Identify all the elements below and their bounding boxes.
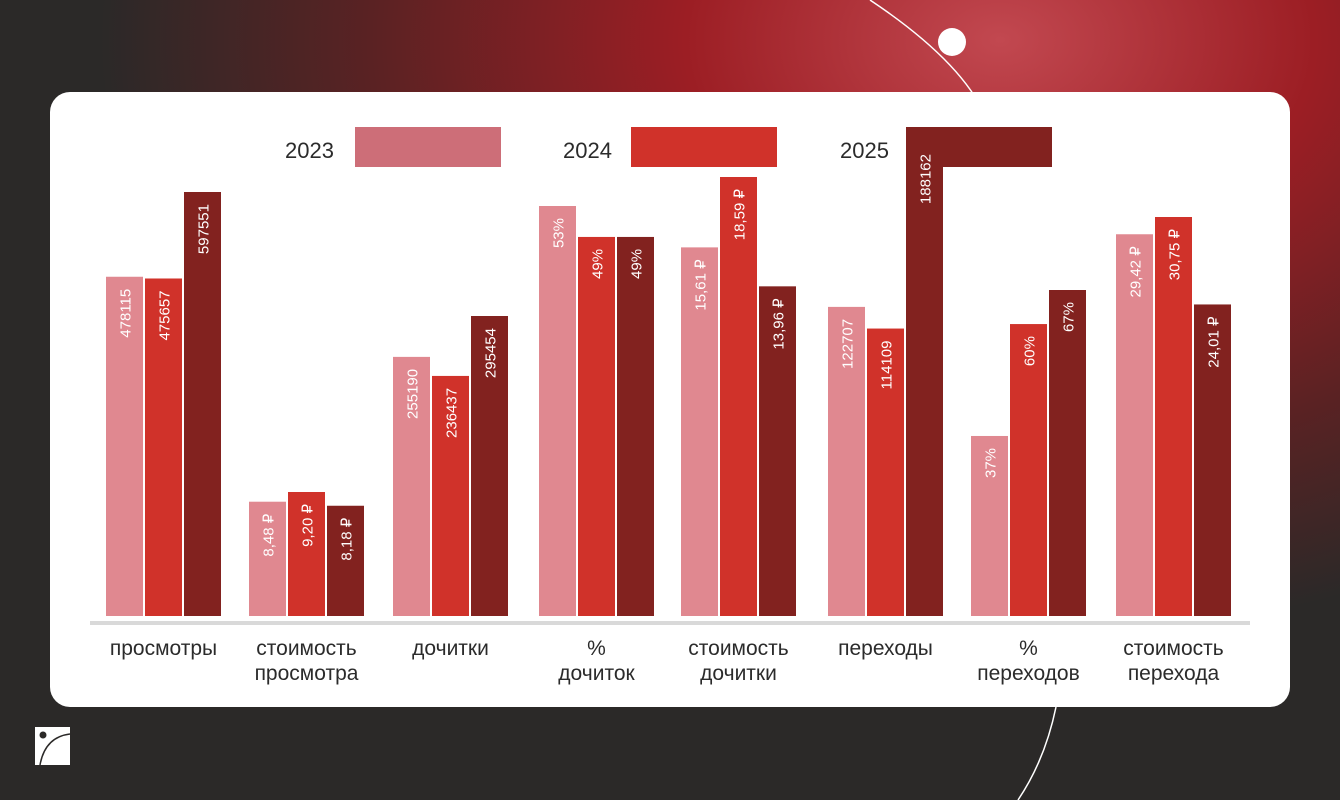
legend-swatch xyxy=(631,127,777,167)
bar-2025 xyxy=(906,142,943,616)
bar-2025 xyxy=(759,286,796,616)
data-label: 255190 xyxy=(405,369,422,419)
data-label: 114109 xyxy=(879,341,896,390)
bar-2025 xyxy=(184,192,221,616)
bar-2025 xyxy=(1194,304,1231,616)
bar-2024 xyxy=(578,236,615,616)
data-label: 597551 xyxy=(196,204,213,254)
bar-2024 xyxy=(867,328,904,616)
category-label: стоимость дочитки xyxy=(688,637,789,685)
bar-2023 xyxy=(1116,234,1153,616)
bar-2024 xyxy=(720,177,757,616)
data-label: 9,20 ₽ xyxy=(300,504,317,547)
bar-2025 xyxy=(617,236,654,616)
bar-2024 xyxy=(1010,324,1047,616)
data-label: 24,01 ₽ xyxy=(1206,316,1223,368)
category-label: переходы xyxy=(838,637,933,660)
bar-2024 xyxy=(1155,217,1192,616)
bar-2023 xyxy=(539,206,576,616)
bar-2025 xyxy=(1049,290,1086,616)
data-label: 475657 xyxy=(157,290,174,340)
category-label: стоимость просмотра xyxy=(254,637,359,685)
category-label: просмотры xyxy=(109,637,218,660)
data-label: 478115 xyxy=(118,289,135,338)
bar-2023 xyxy=(971,435,1008,616)
category-label: стоимость перехода xyxy=(1123,637,1224,685)
data-label: 49% xyxy=(590,249,607,279)
data-label: 13,96 ₽ xyxy=(771,298,788,350)
data-label: 188162 xyxy=(918,154,935,204)
legend-label: 2024 xyxy=(563,138,612,163)
bar-2024 xyxy=(432,375,469,616)
decor-curve-bottom xyxy=(1017,706,1057,800)
bar-2023 xyxy=(249,501,286,616)
bar-2024 xyxy=(145,278,182,616)
data-label: 29,42 ₽ xyxy=(1128,246,1145,298)
data-label: 8,18 ₽ xyxy=(339,517,356,560)
bar-2023 xyxy=(681,247,718,616)
data-label: 122707 xyxy=(840,319,857,369)
decor-dot xyxy=(938,28,966,56)
bar-2024 xyxy=(288,492,325,616)
category-label: % переходов xyxy=(977,637,1080,685)
legend-label: 2025 xyxy=(840,138,889,163)
bar-2023 xyxy=(393,356,430,616)
category-label: дочитки xyxy=(412,637,489,660)
data-label: 295454 xyxy=(483,328,500,378)
legend-swatch xyxy=(355,127,501,167)
category-label: % дочиток xyxy=(558,637,635,685)
data-label: 53% xyxy=(551,218,568,248)
data-label: 15,61 ₽ xyxy=(693,259,710,311)
data-label: 49% xyxy=(629,249,646,279)
data-label: 67% xyxy=(1061,302,1078,332)
bar-2025 xyxy=(471,316,508,616)
brand-logo xyxy=(35,727,70,765)
data-label: 8,48 ₽ xyxy=(261,513,278,556)
data-label: 37% xyxy=(983,448,1000,478)
bar-2023 xyxy=(106,276,143,616)
data-label: 18,59 ₽ xyxy=(732,189,749,241)
legend-label: 2023 xyxy=(285,138,334,163)
data-label: 30,75 ₽ xyxy=(1167,229,1184,281)
data-label: 60% xyxy=(1022,336,1039,366)
bar-2023 xyxy=(828,306,865,616)
data-label: 236437 xyxy=(444,388,461,438)
bar-2025 xyxy=(327,505,364,616)
